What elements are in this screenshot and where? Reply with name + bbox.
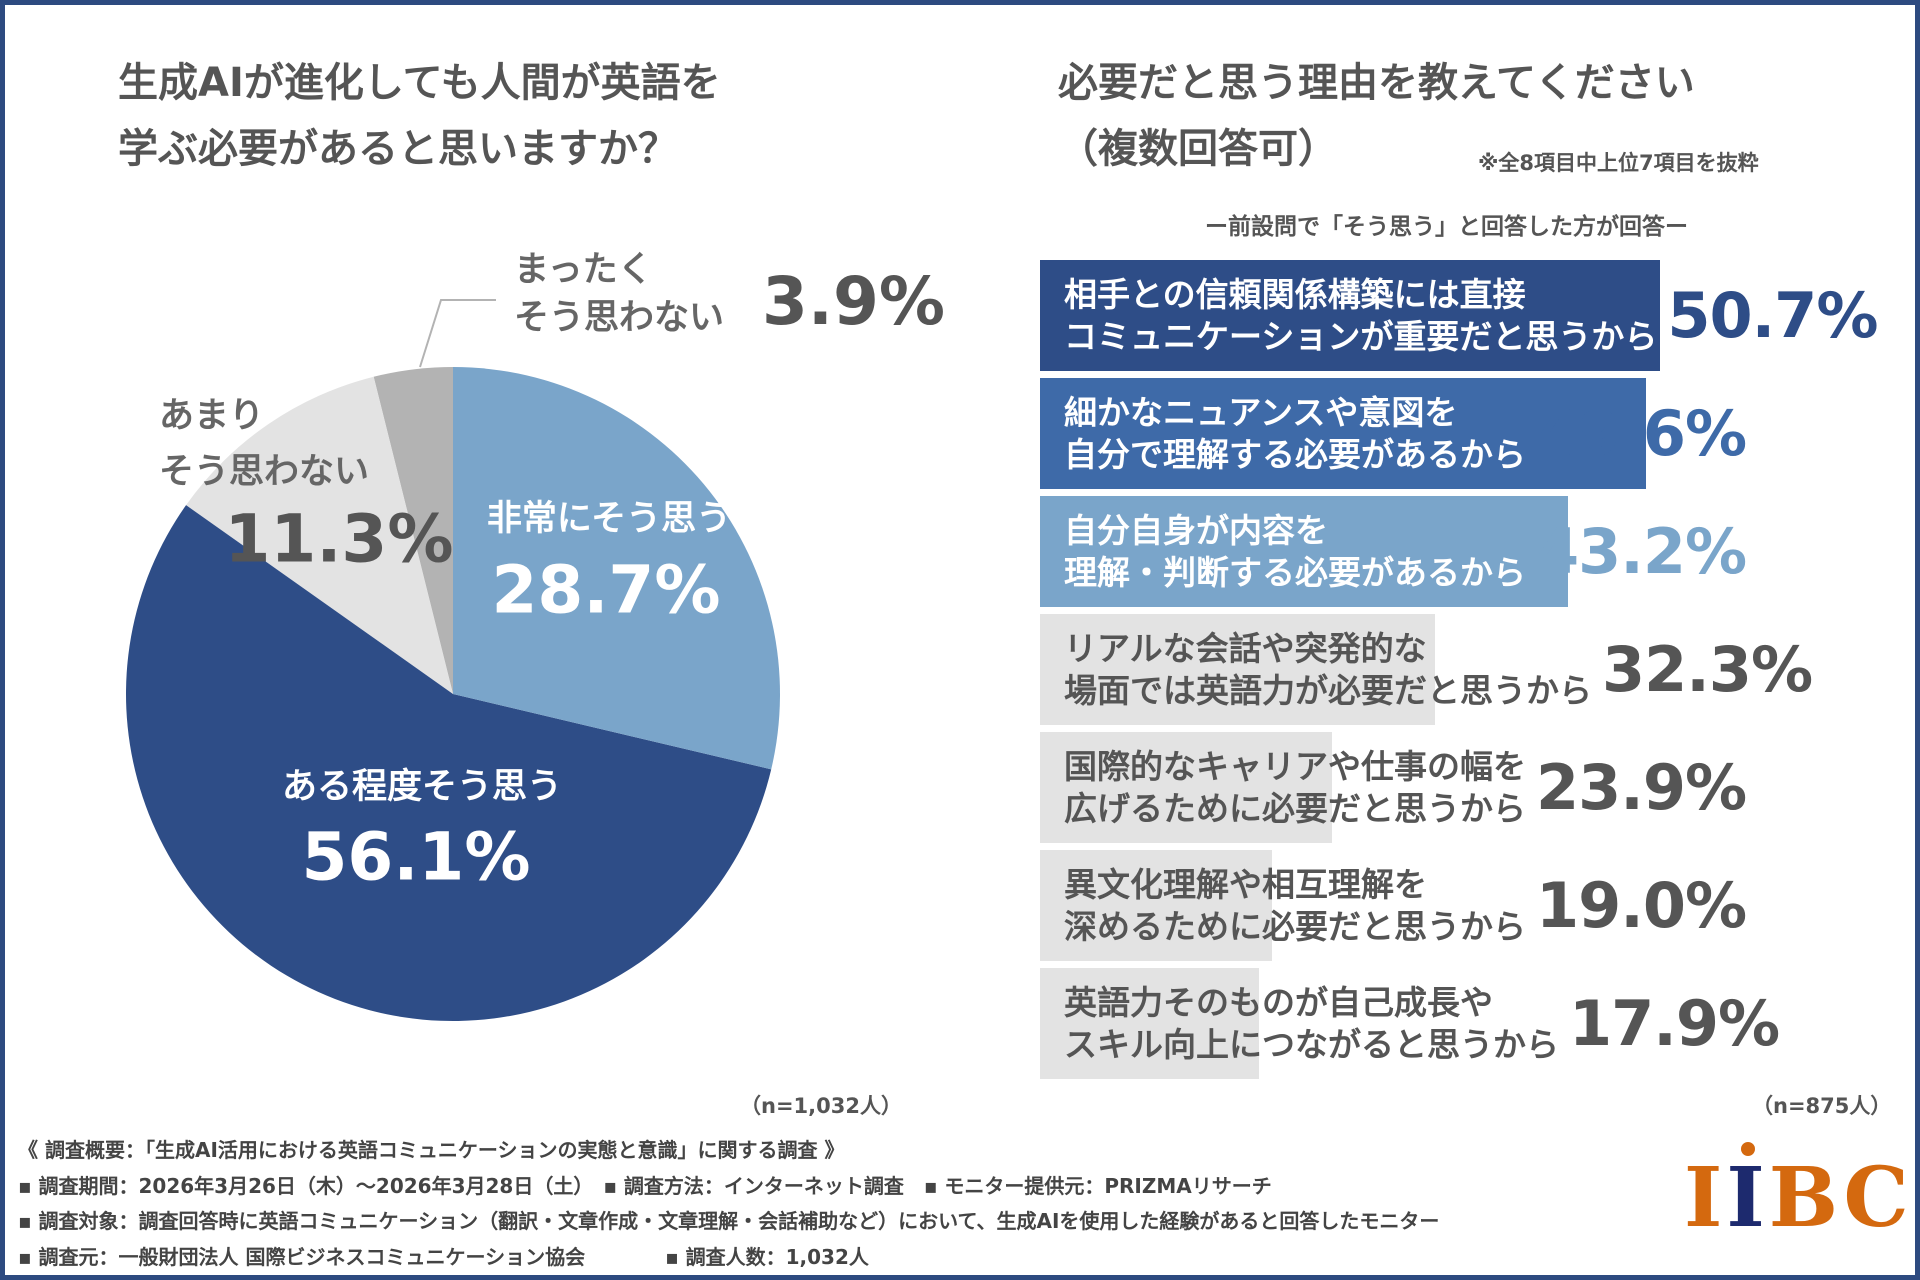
bar-row: 異文化理解や相互理解を 深めるために必要だと思うから 19.0%	[1064, 850, 1747, 961]
iibc-logo: II BC	[1684, 1142, 1913, 1246]
slice-value-very: 28.7%	[491, 551, 721, 629]
bar-label-line: リアルな会話や突発的な	[1064, 628, 1427, 668]
right-title: 必要だと思う理由を教えてください （複数回答可）	[1058, 50, 1695, 182]
slice-value-not-at-all: 3.9%	[762, 263, 946, 340]
bar-row: 自分自身が内容を 理解・判断する必要があるから 43.2%	[1064, 496, 1747, 607]
slice-label-not-really: あまり そう思わない	[159, 388, 369, 500]
bar-label: 国際的なキャリアや仕事の幅を 広げるために必要だと思うから	[1064, 746, 1526, 830]
bar-label-line: スキル向上につながると思うから	[1064, 1024, 1559, 1064]
bar-row: 相手との信頼関係構築には直接 コミュニケーションが重要だと思うから 50.7%	[1064, 260, 1878, 371]
bar-label-line: 異文化理解や相互理解を	[1064, 864, 1427, 904]
left-title-line: 学ぶ必要があると思いますか？	[118, 126, 678, 172]
slice-label-very: 非常にそう思う	[486, 499, 732, 539]
left-title-line: 生成AIが進化しても人間が英語を	[118, 60, 721, 106]
bar-label-line: 細かなニュアンスや意図を	[1064, 392, 1458, 432]
bar	[1040, 260, 1660, 371]
bar-value: 32.3%	[1602, 633, 1813, 706]
bar	[1040, 614, 1435, 725]
right-title-line: 必要だと思う理由を教えてください	[1058, 60, 1695, 106]
bar	[1040, 732, 1333, 843]
pie-slice-not-really	[186, 376, 453, 694]
slice-label-somewhat: ある程度そう思う	[281, 767, 563, 807]
bar-label-line: 国際的なキャリアや仕事の幅を	[1064, 746, 1526, 786]
slice-value-not-really: 11.3%	[224, 500, 454, 578]
respondent-subheading: ー前設問で「そう思う」と回答した方が回答ー	[1205, 214, 1688, 240]
bar	[1040, 378, 1647, 489]
slice-label-not-at-all: まったく そう思わない	[514, 246, 724, 342]
label-line: まったく	[514, 250, 653, 290]
pie-slice-very	[453, 367, 780, 770]
bar-label-line: 理解・判断する必要があるから	[1064, 552, 1526, 592]
bar-label-line: 深めるために必要だと思うから	[1064, 906, 1526, 946]
bar-value: 23.9%	[1536, 751, 1747, 824]
slice-value-somewhat: 56.1%	[301, 818, 531, 896]
bar-label: 英語力そのものが自己成長や スキル向上につながると思うから	[1064, 982, 1559, 1066]
bar-value: 50.7%	[1667, 279, 1878, 352]
bar-label-line: 相手との信頼関係構築には直接	[1064, 274, 1526, 314]
left-title: 生成AIが進化しても人間が英語を 学ぶ必要があると思いますか？	[118, 50, 721, 182]
bar-label-line: 場面では英語力が必要だと思うから	[1064, 670, 1592, 710]
bar-label: 異文化理解や相互理解を 深めるために必要だと思うから	[1064, 864, 1526, 948]
bar-label: 相手との信頼関係構築には直接 コミュニケーションが重要だと思うから	[1064, 274, 1657, 358]
label-line: あまり	[159, 396, 265, 436]
right-sample-size: （n=875人）	[1752, 1094, 1892, 1118]
bar-value: 17.9%	[1569, 987, 1780, 1060]
bar	[1040, 496, 1568, 607]
left-sample-size: （n=1,032人）	[740, 1094, 902, 1118]
pie-slice-somewhat	[126, 505, 772, 1021]
pie-slice-not-at-all	[373, 367, 453, 694]
bar-value: 43.2%	[1536, 515, 1747, 588]
bar-label-line: 自分自身が内容を	[1064, 510, 1328, 550]
bar-row: 英語力そのものが自己成長や スキル向上につながると思うから 17.9%	[1064, 968, 1780, 1079]
bar-label-line: 広げるために必要だと思うから	[1064, 788, 1526, 828]
bar-label: 自分自身が内容を 理解・判断する必要があるから	[1064, 510, 1526, 594]
bar-row: リアルな会話や突発的な 場面では英語力が必要だと思うから 32.3%	[1064, 614, 1813, 725]
label-line: そう思わない	[159, 452, 370, 492]
footer-target: ▪ 調査対象：調査回答時に英語コミュニケーション（翻訳・文章作成・文章理解・会話…	[18, 1209, 1440, 1233]
bar-label-line: コミュニケーションが重要だと思うから	[1064, 316, 1658, 356]
bar	[1040, 968, 1259, 1079]
pie-chart	[126, 299, 780, 1021]
right-title-line: （複数回答可）	[1058, 126, 1338, 172]
bar-row: 国際的なキャリアや仕事の幅を 広げるために必要だと思うから 23.9%	[1064, 732, 1747, 843]
bar-label: リアルな会話や突発的な 場面では英語力が必要だと思うから	[1064, 628, 1592, 712]
excerpt-note: ※全8項目中上位7項目を抜粋	[1478, 151, 1759, 175]
bar-label: 細かなニュアンスや意図を 自分で理解する必要があるから	[1064, 392, 1526, 476]
bar-value: 19.0%	[1536, 869, 1747, 942]
bar-value: 49.6%	[1536, 397, 1747, 470]
footer-source: ▪ 調査元：一般財団法人 国際ビジネスコミュニケーション協会 ▪ 調査人数：1,…	[18, 1245, 869, 1269]
bar-row: 細かなニュアンスや意図を 自分で理解する必要があるから 49.6%	[1064, 378, 1747, 489]
bar-label-line: 自分で理解する必要があるから	[1064, 434, 1526, 474]
footer-period-method: ▪ 調査期間：2026年3月26日（木）～2026年3月28日（土） ▪ 調査方…	[18, 1174, 1272, 1198]
bar	[1040, 850, 1273, 961]
footer-survey-title: 《 調査概要：「生成AI活用における英語コミュニケーションの実態と意識」に関する…	[18, 1138, 845, 1162]
label-line: そう思わない	[514, 298, 725, 338]
leader-line	[419, 299, 496, 368]
bar-label-line: 英語力そのものが自己成長や	[1064, 982, 1493, 1022]
